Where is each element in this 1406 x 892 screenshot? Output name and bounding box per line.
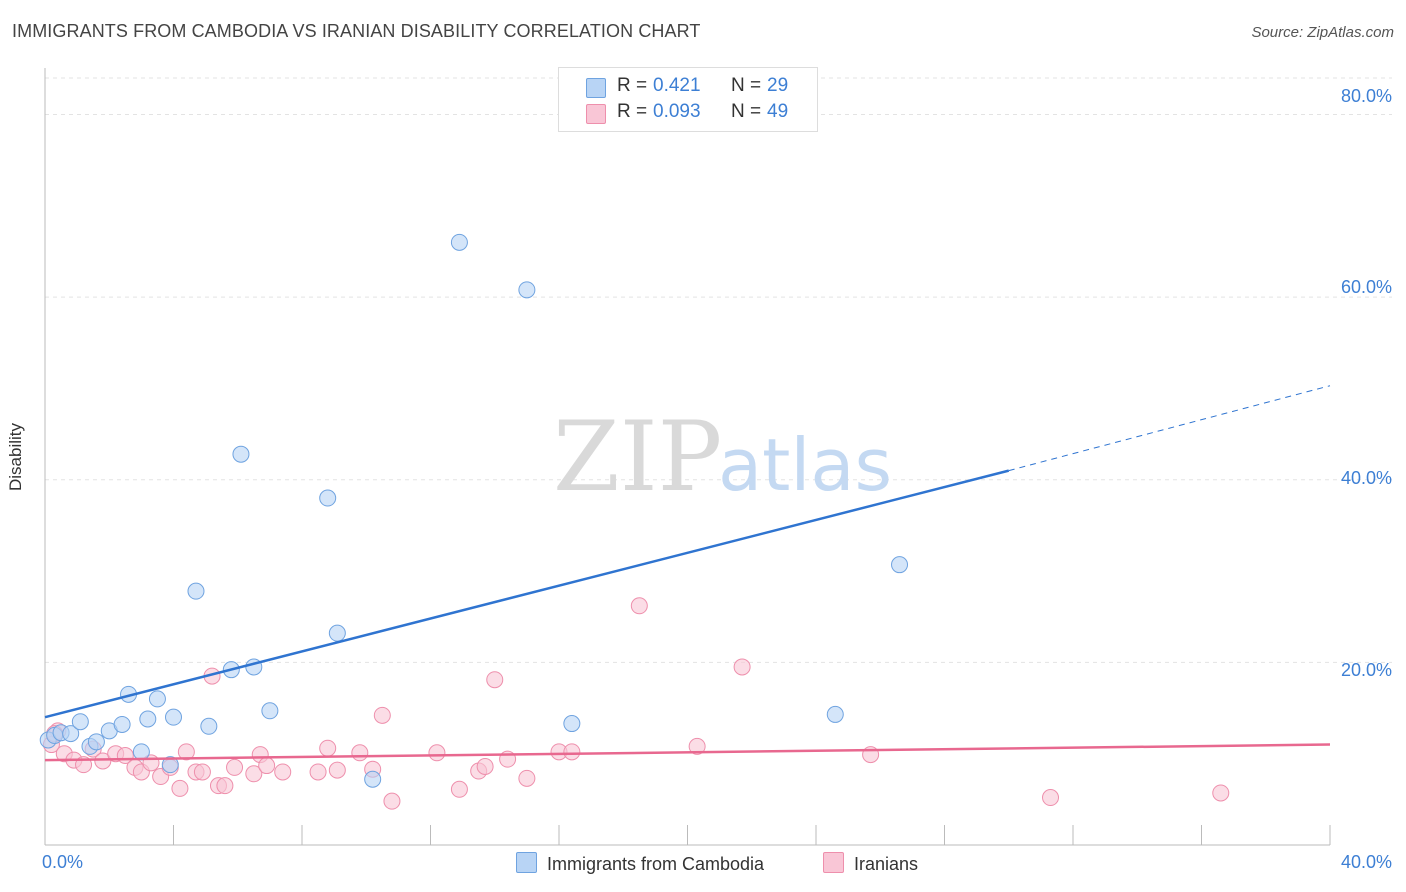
cambodia-points (39, 233, 909, 788)
cambodia-point (232, 445, 250, 463)
iranians-point (94, 752, 112, 770)
iranians-point (193, 763, 211, 781)
trend-lines (44, 385, 1331, 762)
watermark-atlas: atlas (718, 423, 892, 507)
y-tick-label-60: 60.0% (1340, 277, 1392, 297)
cambodia-point (71, 713, 89, 731)
cambodia-point (328, 624, 346, 642)
r-label: R = (617, 101, 648, 122)
iranians-point (373, 706, 391, 724)
cambodia-point (450, 233, 468, 251)
cambodia-point (139, 710, 157, 728)
iranians-point (351, 744, 369, 762)
cambodia-point (364, 770, 382, 788)
iranians-point (309, 763, 327, 781)
cambodia-point (891, 556, 909, 574)
n-value: 29 (767, 75, 789, 96)
n-label: N = (731, 101, 762, 122)
iranians-point (171, 779, 189, 797)
cambodia-point (132, 743, 150, 761)
iranians-trend-line (44, 743, 1331, 762)
iranians-point (328, 761, 346, 779)
legend-label-iranians: Iranians (854, 854, 919, 874)
iranians-point (733, 658, 751, 676)
cambodia-trend-extension (1008, 385, 1331, 472)
chart-title: IMMIGRANTS FROM CAMBODIA VS IRANIAN DISA… (12, 21, 701, 41)
iranians-point (630, 597, 648, 615)
cambodia-point (200, 717, 218, 735)
legend-item-cambodia: Immigrants from Cambodia (516, 852, 764, 875)
iranians-point (216, 777, 234, 795)
r-value: 0.421 (653, 75, 701, 96)
iranians-points (42, 597, 1230, 810)
stats-legend: R = 0.421 N = 29 R = 0.093 N = 49 (558, 67, 818, 132)
cambodia-trend-line (44, 469, 1010, 719)
iranians-point (258, 757, 276, 775)
cambodia-point (62, 725, 80, 743)
y-tick-label-40: 40.0% (1340, 468, 1392, 488)
cambodia-point (518, 281, 536, 299)
y-tick-label-20: 20.0% (1340, 660, 1392, 680)
n-label: N = (731, 75, 762, 96)
x-tick-label-max: 40.0% (1340, 852, 1392, 872)
cambodia-point (87, 733, 105, 751)
watermark-zip: ZIP (553, 401, 722, 513)
iranians-point (518, 769, 536, 787)
cambodia-point (261, 702, 279, 720)
r-label: R = (617, 75, 648, 96)
n-value: 49 (767, 101, 789, 122)
cambodia-legend-swatch (516, 852, 537, 873)
iranians-point (476, 757, 494, 775)
x-tick-label-min: 0.0% (42, 852, 84, 872)
cambodia-point (563, 715, 581, 733)
grid-lines (45, 77, 1392, 663)
source-label: Source: ZipAtlas.com (1251, 24, 1394, 41)
iranians-point (383, 792, 401, 810)
y-axis-label: Disability (6, 422, 25, 492)
iranians-point (1212, 784, 1230, 802)
r-value: 0.093 (653, 101, 701, 122)
iranians-point (319, 739, 337, 757)
cambodia-point (826, 705, 844, 723)
cambodia-point (161, 756, 179, 774)
iranians-legend-swatch (823, 852, 844, 873)
iranians-point (245, 765, 263, 783)
legend-label-cambodia: Immigrants from Cambodia (547, 854, 765, 874)
y-tick-label-80: 80.0% (1340, 86, 1392, 106)
iranians-point (450, 780, 468, 798)
legend-item-iranians: Iranians (823, 852, 918, 875)
iranians-point (1042, 789, 1060, 807)
cambodia-point (113, 715, 131, 733)
cambodia-point (165, 708, 182, 726)
iranians-point (274, 763, 292, 781)
iranians-point (563, 743, 581, 761)
cambodia-point (319, 489, 337, 507)
iranians-point (486, 671, 504, 689)
iranians-swatch (586, 104, 606, 124)
iranians-point (688, 737, 706, 755)
iranians-point (226, 758, 244, 776)
axes (44, 68, 1331, 846)
cambodia-swatch (586, 78, 606, 98)
iranians-point (428, 744, 446, 762)
cambodia-point (187, 582, 205, 600)
iranians-point (177, 743, 195, 761)
cambodia-point (148, 690, 166, 708)
